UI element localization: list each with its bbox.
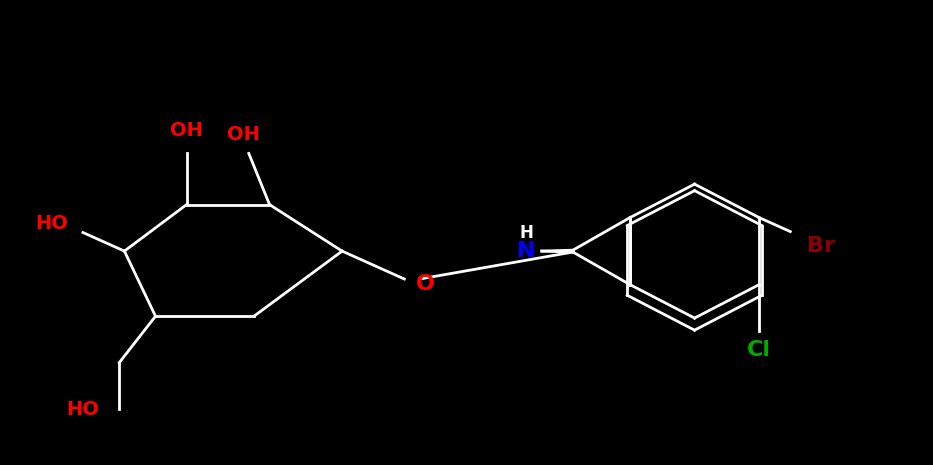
Text: OH: OH bbox=[227, 126, 260, 144]
Text: O: O bbox=[415, 273, 435, 294]
Text: Cl: Cl bbox=[747, 339, 772, 360]
Text: HO: HO bbox=[66, 400, 100, 418]
Text: H: H bbox=[520, 224, 533, 241]
Text: Br: Br bbox=[807, 235, 835, 256]
Text: N: N bbox=[517, 241, 536, 261]
Text: HO: HO bbox=[35, 214, 68, 232]
Text: OH: OH bbox=[170, 121, 203, 140]
